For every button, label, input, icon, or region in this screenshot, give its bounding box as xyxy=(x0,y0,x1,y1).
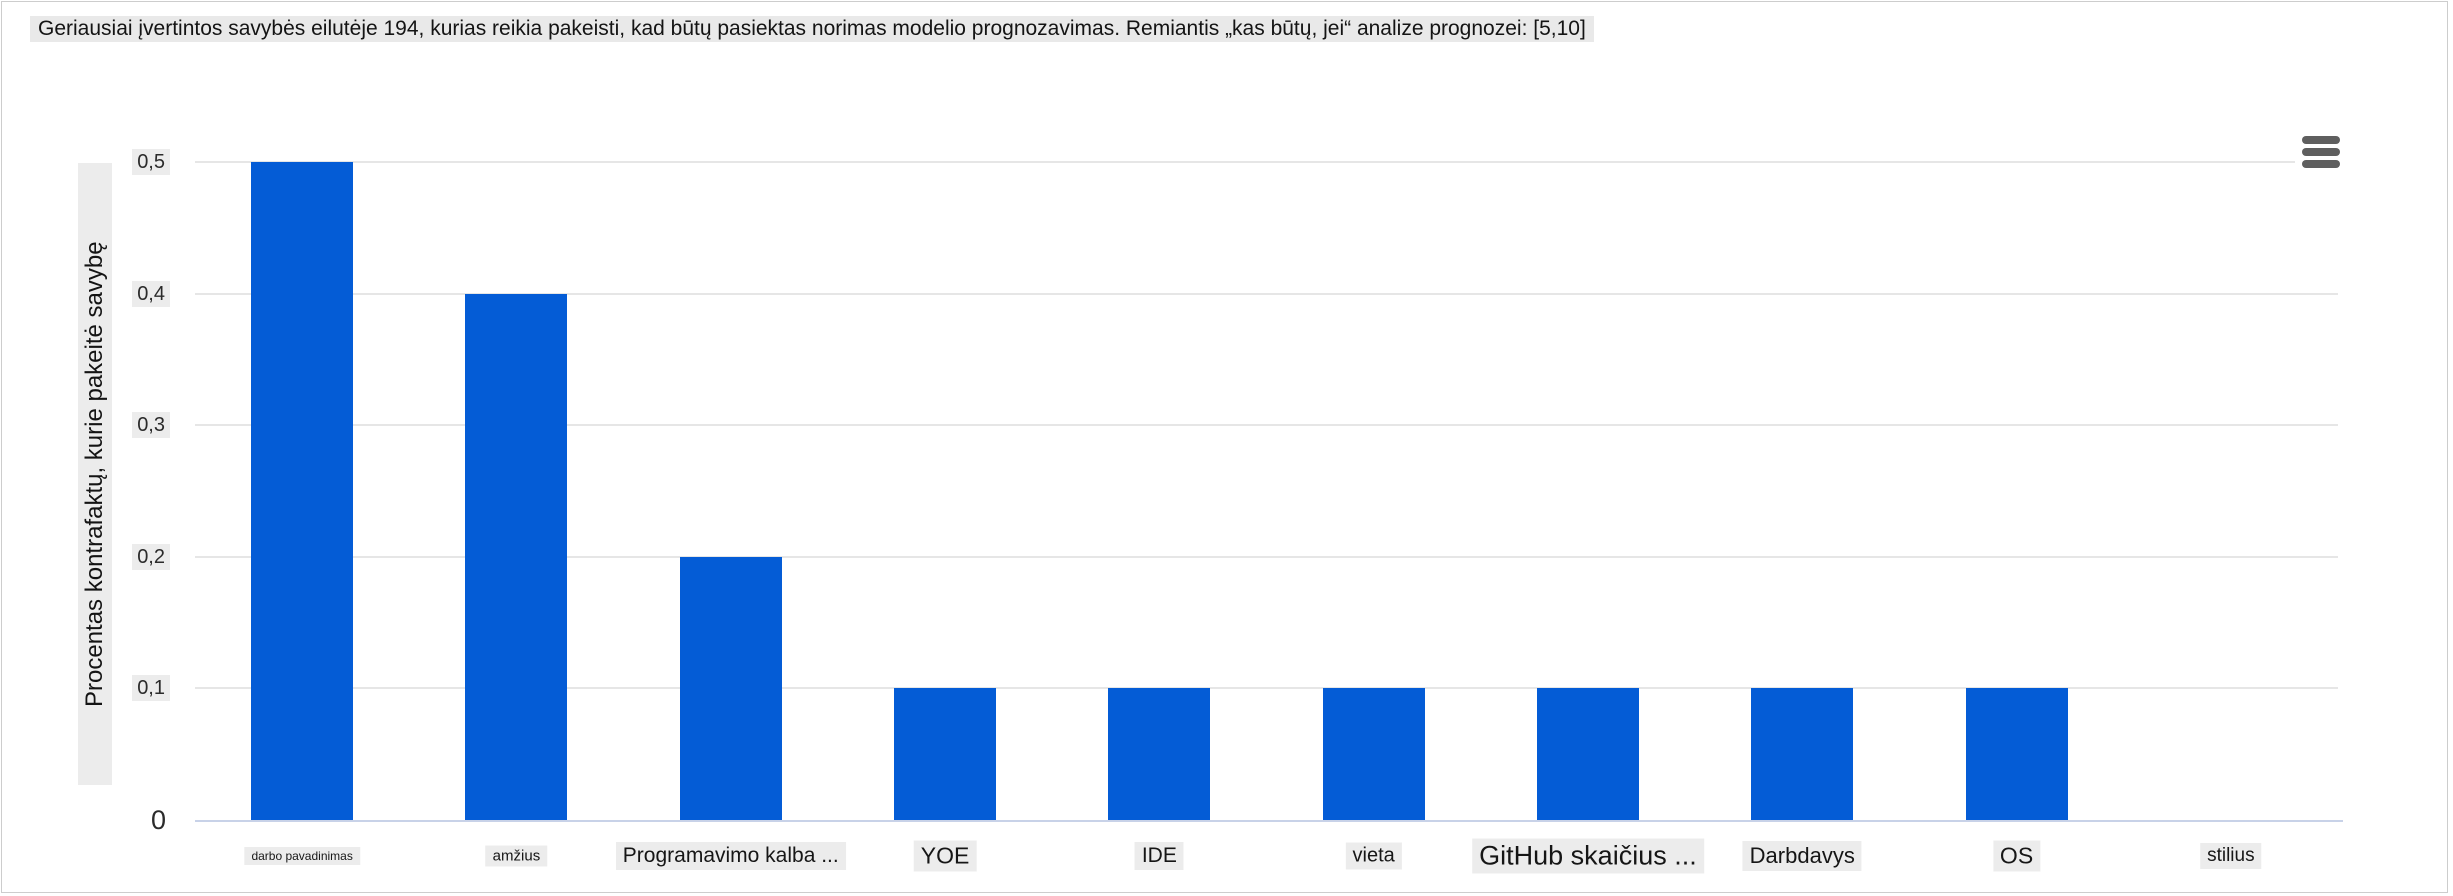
y-tick-label: 0 xyxy=(150,805,166,835)
bar-YOE[interactable] xyxy=(894,688,997,820)
x-category-label: vieta xyxy=(1345,842,1402,870)
x-category-label: GitHub skaičius ... xyxy=(1472,838,1704,874)
y-gridline xyxy=(195,424,2338,427)
y-tick-label: 0,5 xyxy=(80,149,170,175)
x-category-label: IDE xyxy=(1134,842,1184,870)
y-gridline xyxy=(195,161,2338,163)
x-category-label: OS xyxy=(1992,840,2041,872)
x-category-label: Programavimo kalba ... xyxy=(615,842,846,870)
x-category-label: stilius xyxy=(2200,843,2262,869)
y-tick-label: 0,2 xyxy=(80,543,170,570)
bar-vieta[interactable] xyxy=(1322,688,1425,820)
bar-GitHub skaičius ...[interactable] xyxy=(1536,688,1639,820)
bar-Darbdavys[interactable] xyxy=(1751,688,1854,820)
y-gridline xyxy=(195,687,2338,690)
x-category-label: Darbdavys xyxy=(1742,841,1862,871)
x-category-label: amžius xyxy=(485,845,548,867)
x-axis-line xyxy=(195,820,2343,822)
y-gridline xyxy=(195,292,2338,295)
bar-darbo pavadinimas[interactable] xyxy=(251,162,354,820)
chart-title: Geriausiai įvertintos savybės eilutėje 1… xyxy=(30,16,1594,42)
x-category-label: darbo pavadinimas xyxy=(244,847,360,865)
chart-context-menu-button[interactable] xyxy=(2295,130,2347,174)
bar-amžius[interactable] xyxy=(465,293,568,820)
y-gridline xyxy=(195,555,2338,558)
x-category-label: YOE xyxy=(913,840,977,872)
y-tick-label: 0,4 xyxy=(80,280,170,307)
y-tick-label: 0,3 xyxy=(80,412,170,439)
bar-Programavimo kalba ...[interactable] xyxy=(679,556,782,820)
bar-IDE[interactable] xyxy=(1108,688,1211,820)
y-axis-title: Procentas kontrafaktų, kurie pakeitė sav… xyxy=(78,163,112,785)
y-tick-label: 0,1 xyxy=(80,675,170,702)
bar-OS[interactable] xyxy=(1965,688,2068,820)
